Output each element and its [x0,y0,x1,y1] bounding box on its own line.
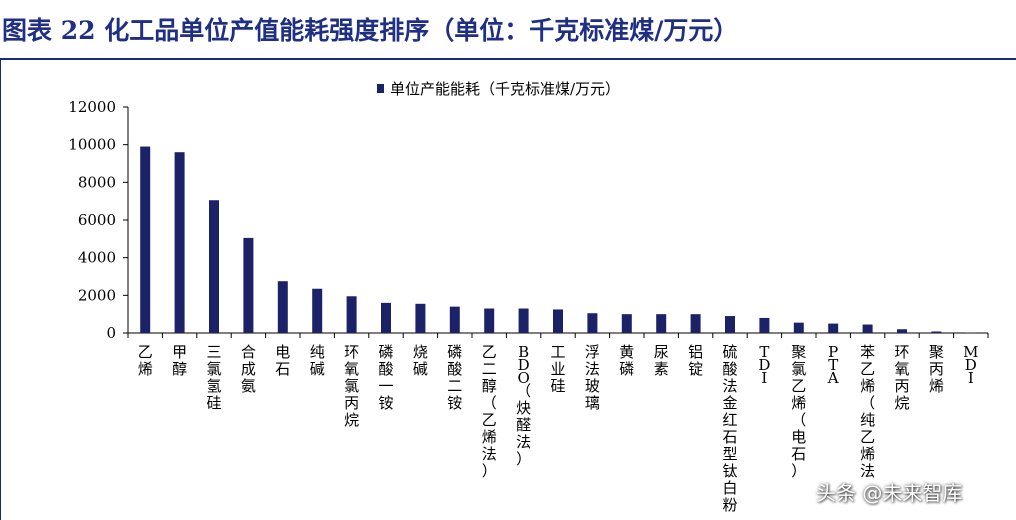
left-border [0,60,1,520]
title-rule [0,58,1016,60]
bar [140,146,151,333]
bar [381,302,391,333]
x-category-label: B D O （炔醛法） [516,343,531,468]
y-tick-label: 2000 [78,286,116,304]
bar [587,313,598,333]
bar [277,281,288,333]
bar [621,314,632,333]
bar [243,237,254,333]
x-category-label: 浮法玻璃 [585,343,600,412]
x-category-label: 黄磷 [619,343,634,378]
bar [862,324,873,333]
x-category-label: 乙二醇（乙烯法） [482,343,497,480]
bar [690,314,701,333]
y-tick-label: 6000 [78,211,116,229]
x-category-label: 环氧氯丙烷 [344,343,359,429]
bar [312,288,323,333]
bar [415,303,426,333]
y-tick-label: 4000 [78,249,116,267]
x-category-label: 纯碱 [310,343,325,378]
legend-swatch [377,84,384,93]
figure-title: 图表 22 化工品单位产值能耗强度排序（单位：千克标准煤/万元） [2,16,739,45]
x-category-label: 三氯氢硅 [206,343,221,412]
legend-label: 单位产能能耗（千克标准煤/万元） [390,80,620,98]
bar [793,322,804,333]
x-category-label: 聚丙烯 [929,343,944,395]
x-category-label: 烧碱 [413,343,428,378]
x-category-label: 合成氨 [241,343,256,395]
x-category-label: 乙烯 [138,343,153,378]
bar [931,331,942,333]
y-tick-label: 10000 [68,136,116,154]
bar [209,200,219,333]
x-category-label: 铝锭 [688,343,703,378]
x-category-label: 磷酸一铵 [378,343,393,412]
bar [759,317,770,333]
x-category-label: 环氧丙烷 [894,343,909,412]
bar [174,152,185,333]
y-tick-label: 0 [106,324,116,342]
watermark: 头条 @未来智库 [816,481,963,505]
x-category-label: 硫酸法金红石型钛白粉 [722,343,737,514]
bar [725,316,735,333]
bar [828,323,839,333]
x-category-label: 电石 [275,343,290,378]
bar [484,308,495,333]
x-category-label: 苯乙烯（纯乙烯法 [860,343,875,480]
x-category-label: 磷酸二铵 [447,343,462,412]
y-tick-label: 12000 [68,98,116,116]
bar [449,306,460,333]
bar [553,309,563,333]
bar [656,314,667,333]
y-tick-label: 8000 [78,173,116,191]
bar [518,308,529,333]
x-category-label: 工业硅 [550,343,565,395]
bar [897,329,907,333]
x-category-label: 尿素 [654,343,669,378]
x-category-label: 甲醇 [172,343,187,378]
bar [346,296,357,333]
bar [965,332,976,334]
x-category-label: 聚氯乙烯（电石） [791,343,806,480]
